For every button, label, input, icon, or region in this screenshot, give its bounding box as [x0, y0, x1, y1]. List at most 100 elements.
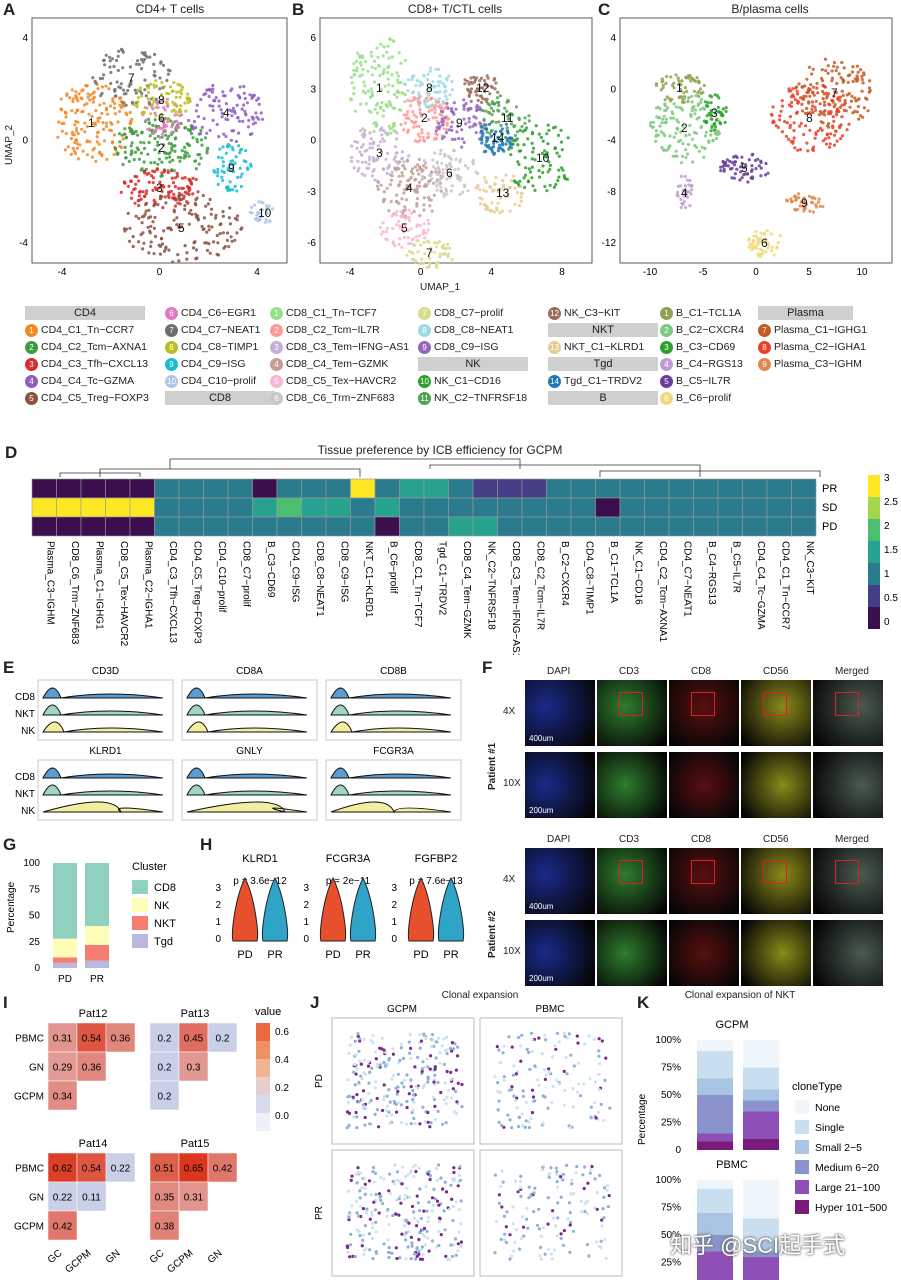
umap-point: [481, 86, 485, 90]
umap-point: [702, 155, 706, 159]
umap-point: [692, 130, 697, 135]
colorbar-segment: [868, 607, 880, 629]
clone-point: [420, 1232, 425, 1236]
umap-point: [386, 66, 390, 70]
umap-point: [405, 253, 409, 257]
umap-point: [671, 154, 675, 158]
heatmap-cell: [668, 516, 694, 537]
clone-point: [551, 1209, 555, 1213]
umap-point: [379, 105, 383, 109]
umap-point: [158, 136, 162, 140]
clone-point: [356, 1170, 360, 1174]
umap-point: [722, 167, 726, 172]
umap-point: [164, 201, 168, 205]
cluster-label: 12: [476, 81, 490, 95]
umap-point: [397, 167, 401, 171]
umap-point: [745, 172, 749, 176]
colorbar-segment: [868, 541, 880, 563]
clone-point: [393, 1163, 397, 1167]
correlation-value: 0.11: [82, 1193, 101, 1204]
umap-point: [211, 104, 215, 108]
cluster-label: 3: [376, 146, 383, 160]
umap-point: [395, 209, 399, 214]
umap-point: [452, 101, 456, 105]
umap-point: [403, 58, 408, 63]
umap-point: [243, 109, 247, 113]
umap-point: [402, 230, 406, 234]
umap-point: [422, 208, 426, 212]
y-axis-label: Percentage: [637, 1093, 648, 1145]
umap-point: [367, 162, 371, 166]
umap-point: [687, 96, 691, 100]
micro-image: [813, 848, 883, 914]
ridge-density: [330, 801, 452, 814]
heatmap-cell: [227, 516, 253, 537]
heatmap-col-label: Plasma_C3−IGHM: [44, 541, 55, 625]
umap-point: [203, 241, 207, 245]
x-tick: -4: [58, 267, 67, 278]
umap-point: [835, 65, 839, 69]
legend-swatch: 13: [548, 340, 561, 354]
clone-point: [563, 1034, 567, 1038]
umap-point: [239, 184, 243, 189]
umap-point: [392, 93, 396, 97]
clone-point: [352, 1115, 356, 1119]
umap-point: [438, 255, 442, 259]
clone-point: [375, 1065, 379, 1069]
clone-point: [593, 1177, 597, 1181]
clone-point: [358, 1039, 362, 1043]
umap-point: [130, 117, 134, 121]
clone-point: [418, 1122, 422, 1126]
clone-point: [426, 1065, 430, 1069]
clone-point: [369, 1193, 373, 1197]
umap-point: [840, 115, 844, 119]
y-tick: 4: [22, 33, 28, 44]
clone-point: [370, 1221, 375, 1225]
umap-point: [483, 202, 487, 207]
umap-point: [395, 213, 399, 217]
clone-point: [437, 1036, 441, 1040]
umap-point: [860, 77, 864, 82]
umap-point: [364, 160, 368, 164]
clone-point: [526, 1226, 530, 1230]
umap-point: [141, 231, 145, 235]
legend-label: CD4_C2_Tcm−AXNA1: [41, 341, 147, 353]
umap-point: [405, 130, 410, 134]
umap-point: [849, 99, 854, 103]
clone-point: [442, 1037, 446, 1041]
umap-point: [724, 106, 728, 110]
clone-point: [410, 1204, 415, 1209]
umap-point: [687, 76, 691, 80]
umap-point: [670, 83, 675, 87]
umap-point: [446, 242, 450, 246]
umap-point: [808, 111, 812, 115]
clone-point: [543, 1068, 547, 1072]
umap-point: [691, 77, 695, 81]
umap-point: [732, 176, 737, 180]
heatmap-cell: [497, 516, 523, 537]
roi-box: [835, 692, 859, 716]
y-tick: -4: [607, 136, 616, 147]
umap-point: [231, 163, 235, 167]
clone-point: [387, 1189, 391, 1193]
clone-point: [429, 1054, 433, 1058]
umap-point: [97, 142, 101, 146]
clone-point: [596, 1110, 600, 1114]
umap-point: [154, 105, 158, 109]
umap-point: [489, 129, 493, 133]
umap-point: [199, 97, 203, 102]
clone-point: [547, 1067, 551, 1071]
umap-point: [419, 167, 423, 171]
clone-point: [559, 1175, 563, 1179]
umap-point: [428, 262, 432, 266]
clone-point: [521, 1215, 525, 1219]
legend-label: Plasma_C3−IGHM: [774, 358, 862, 370]
clone-point: [391, 1073, 395, 1077]
umap-point: [414, 235, 418, 239]
umap-point: [711, 138, 715, 143]
clone-point: [362, 1252, 366, 1257]
clone-point: [387, 1110, 391, 1114]
heatmap-cell: [203, 516, 229, 537]
umap-point: [867, 86, 872, 90]
umap-point: [759, 247, 763, 251]
